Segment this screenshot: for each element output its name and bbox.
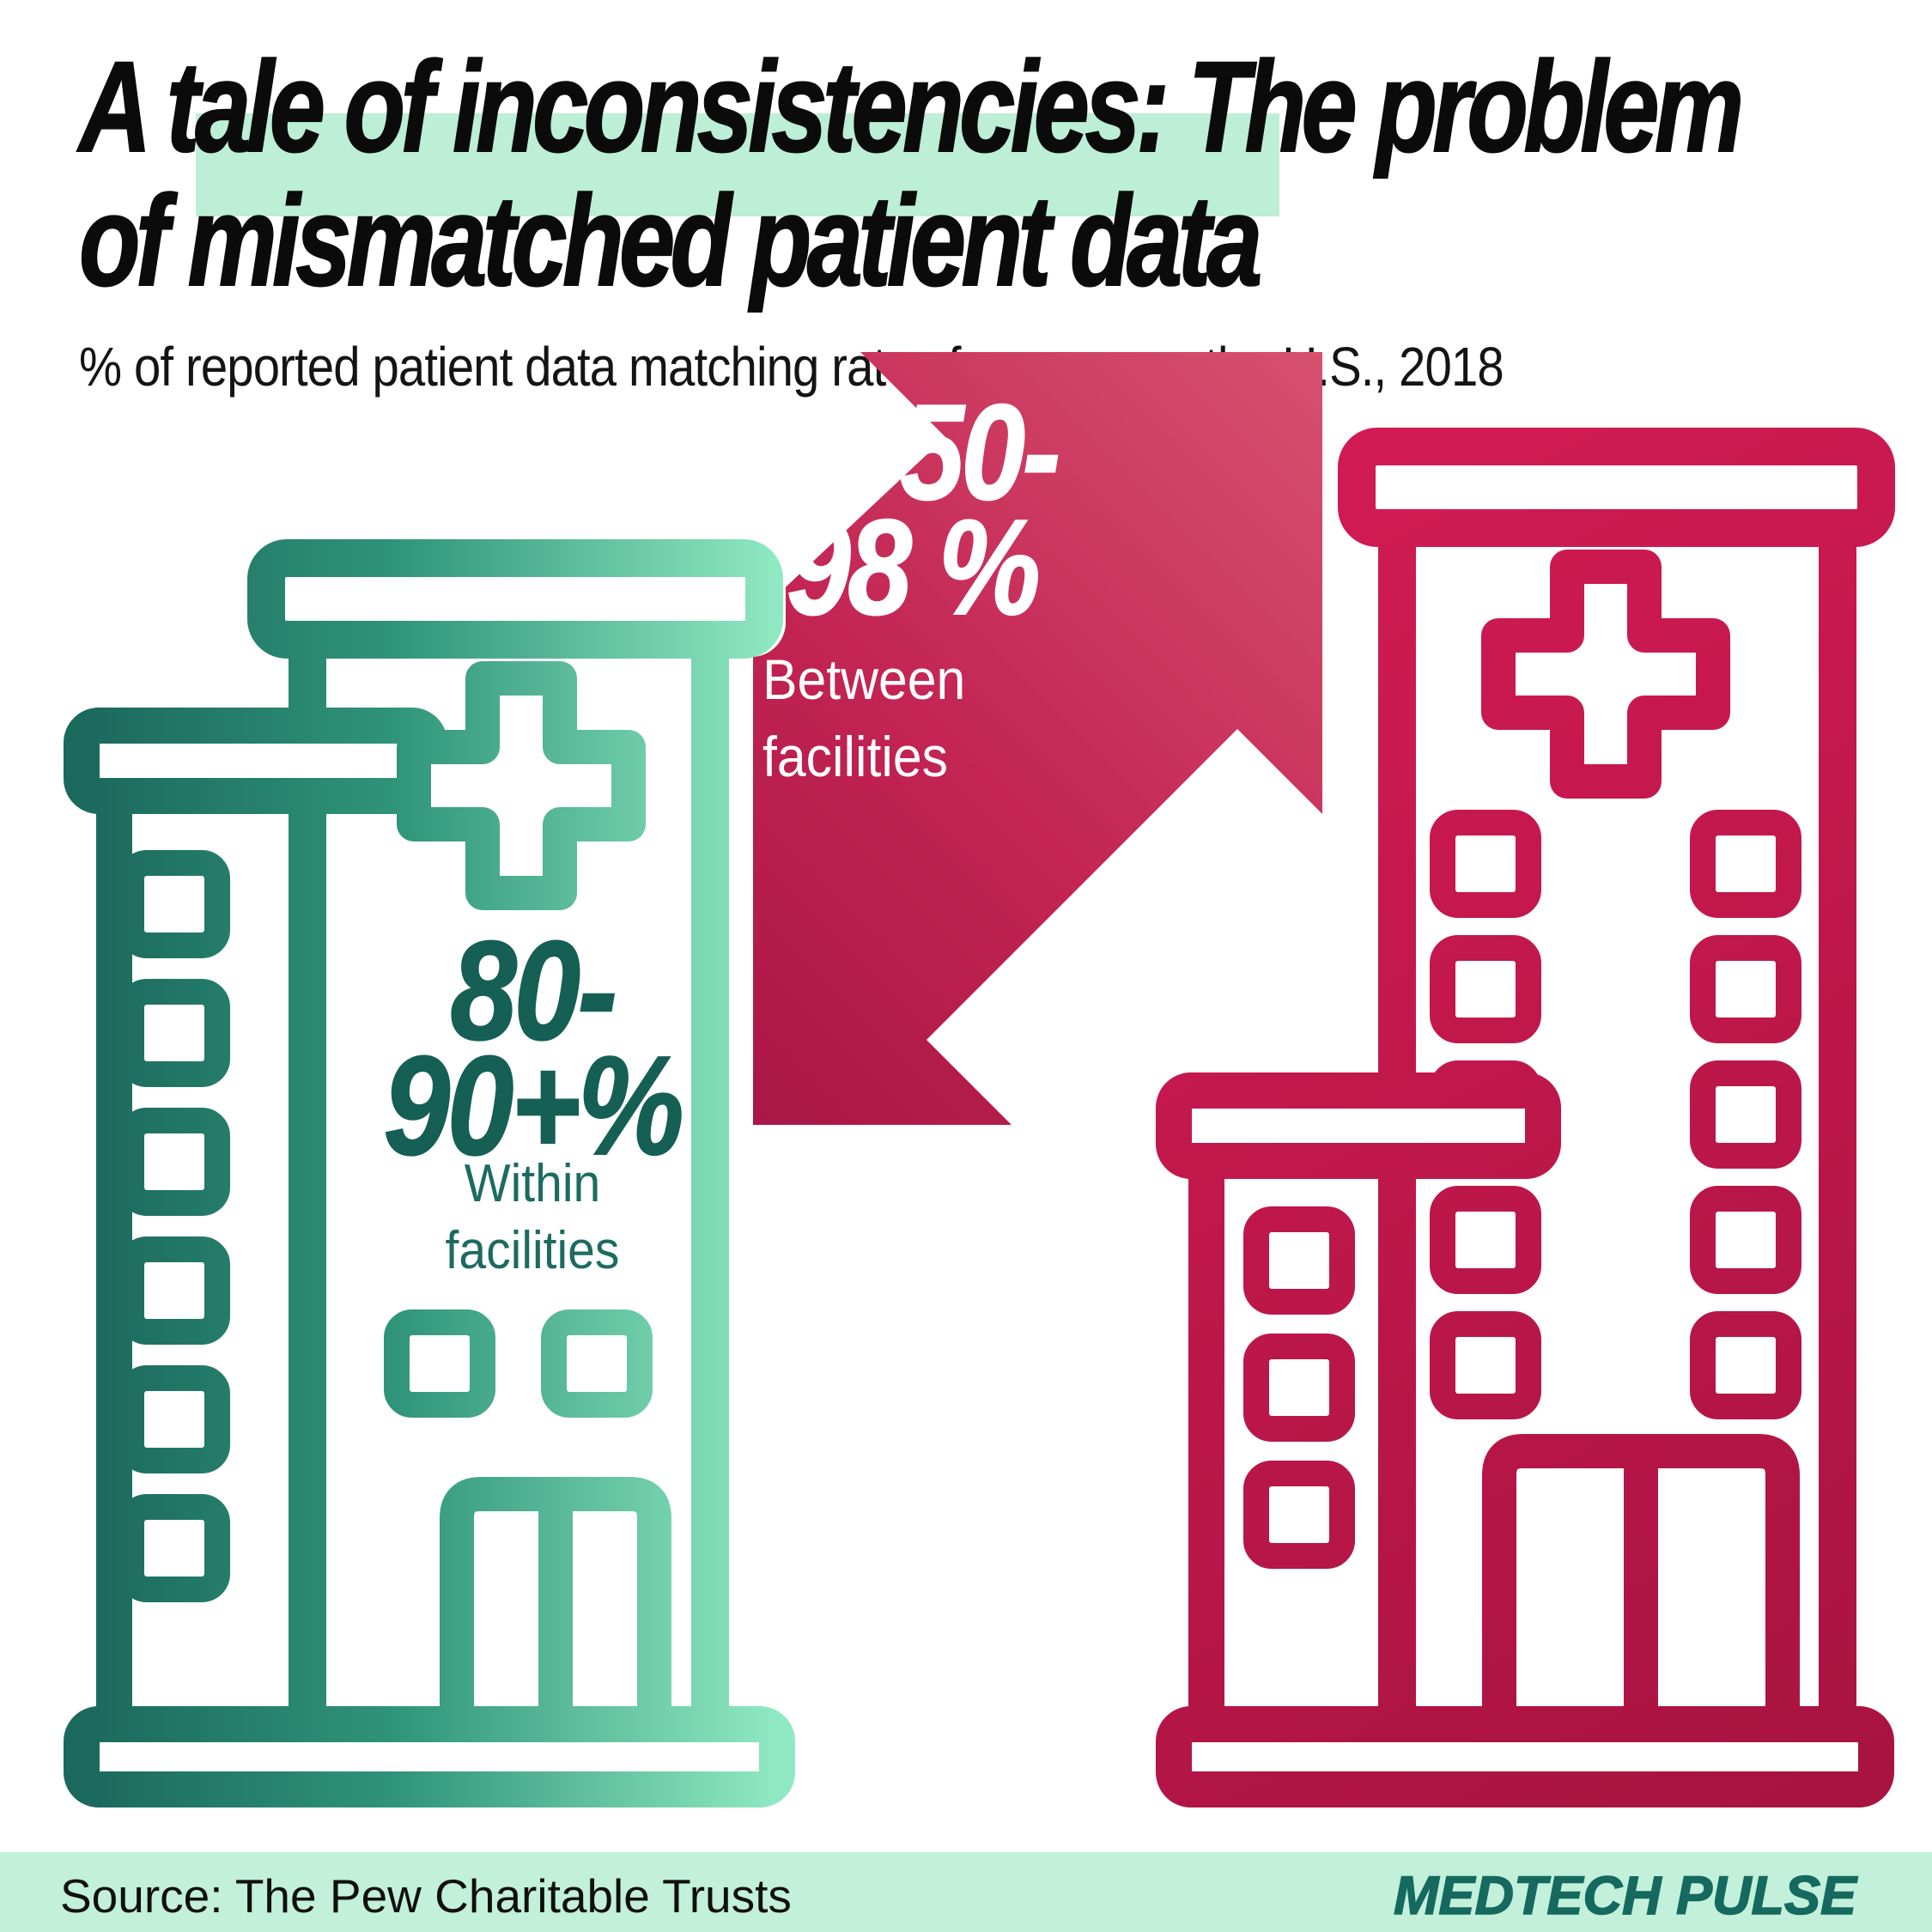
medical-cross-icon <box>1481 550 1730 799</box>
footer-bar <box>0 1852 1932 1932</box>
page-title: A tale of inconsistencies: The problem o… <box>78 34 1932 313</box>
left-tower-windows <box>384 1309 653 1418</box>
right-small-tower-windows <box>1243 1206 1355 1569</box>
page-title-line2: of mismatched patient data <box>78 168 1263 313</box>
right-base-slab <box>1156 1706 1894 1807</box>
left-small-tower-windows <box>118 850 230 1602</box>
medtech-pulse-logo: MEDTECH PULSE <box>1393 1865 1857 1927</box>
between-facilities-label-line1: Between <box>762 647 966 711</box>
within-facilities-label-line2: facilities <box>445 1221 620 1280</box>
between-facilities-label-line2: facilities <box>762 725 948 788</box>
teal-hospital-building-icon <box>64 537 795 1807</box>
left-doors <box>440 1477 671 1741</box>
right-small-roof-slab <box>1156 1072 1561 1179</box>
medical-cross-icon <box>397 661 646 910</box>
between-facilities-value-line1: 50- <box>899 377 1061 528</box>
left-small-roof-slab <box>64 708 447 814</box>
right-doors <box>1482 1434 1800 1741</box>
crimson-hospital-building-icon <box>1156 428 1895 1807</box>
within-facilities-value-line2: 90+% <box>383 1027 685 1184</box>
page-title-line1: A tale of inconsistencies: The problem <box>78 34 1745 179</box>
within-facilities-value-line1: 80- <box>450 912 618 1069</box>
right-roof-slab <box>1338 428 1895 547</box>
title-highlight <box>196 113 1279 216</box>
left-roof-slab <box>247 539 783 659</box>
between-facilities-value-line2: 98 % <box>786 492 1042 643</box>
left-base-slab <box>64 1706 795 1807</box>
source-credit: Source: The Pew Charitable Trusts <box>60 1869 792 1923</box>
within-facilities-label-line1: Within <box>464 1154 601 1213</box>
